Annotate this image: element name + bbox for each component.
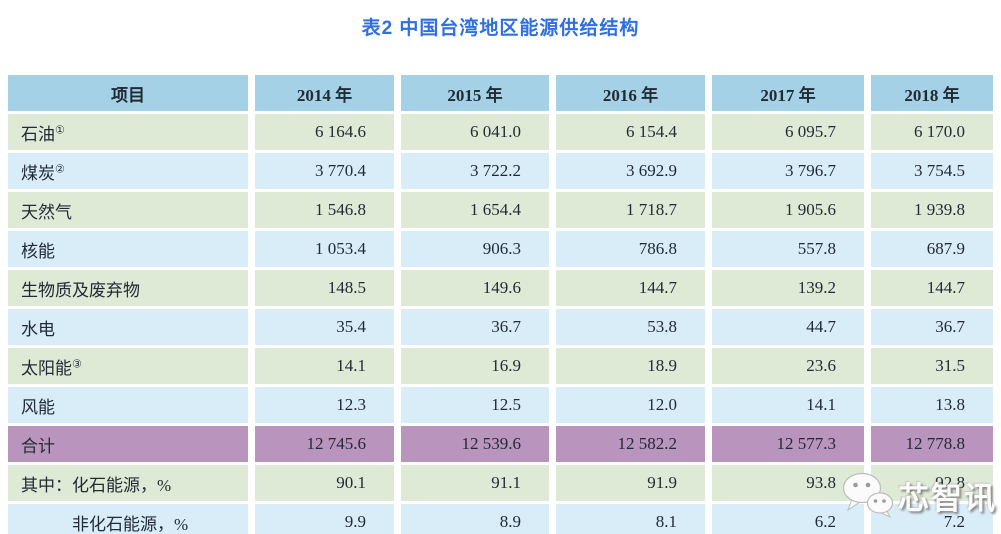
value-cell: 1 546.8 [255, 192, 394, 228]
value-cell: 149.6 [401, 270, 549, 306]
row-label: 其中：化石能源，% [8, 465, 248, 501]
row-label: 生物质及废弃物 [8, 270, 248, 306]
table-row: 天然气 1 546.8 1 654.4 1 718.7 1 905.6 1 939.8 [8, 192, 993, 228]
footnote-marker: ③ [72, 357, 82, 370]
value-cell: 6 170.0 [871, 114, 993, 150]
table-row: 太阳能③ 14.1 16.9 18.9 23.6 31.5 [8, 348, 993, 384]
value-cell: 687.9 [871, 231, 993, 267]
value-cell: 14.1 [255, 348, 394, 384]
value-cell: 6 154.4 [556, 114, 705, 150]
row-label: 风能 [8, 387, 248, 423]
table-title: 表2 中国台湾地区能源供给结构 [361, 18, 640, 39]
value-cell: 9.9 [255, 504, 394, 534]
value-cell: 12.3 [255, 387, 394, 423]
column-header-year: 2018 年 [871, 75, 993, 111]
value-cell: 139.2 [712, 270, 864, 306]
table-row: 合计 12 745.6 12 539.6 12 582.2 12 577.3 12 778… [8, 426, 993, 462]
header-row: 项目 2014 年 2015 年 2016 年 2017 年 2018 年 [8, 75, 993, 111]
value-cell: 31.5 [871, 348, 993, 384]
value-cell: 8.1 [556, 504, 705, 534]
value-cell: 44.7 [712, 309, 864, 345]
value-cell: 1 654.4 [401, 192, 549, 228]
energy-supply-table: 项目 2014 年 2015 年 2016 年 2017 年 2018 年 石油① 6 16… [1, 72, 1000, 534]
value-cell: 36.7 [871, 309, 993, 345]
value-cell: 1 718.7 [556, 192, 705, 228]
value-cell: 14.1 [712, 387, 864, 423]
row-label: 太阳能③ [8, 348, 248, 384]
value-cell: 93.8 [712, 465, 864, 501]
column-header-year: 2015 年 [401, 75, 549, 111]
column-header-item: 项目 [8, 75, 248, 111]
footnote-marker: ① [55, 123, 65, 136]
table-row: 风能 12.3 12.5 12.0 14.1 13.8 [8, 387, 993, 423]
table-row: 水电 35.4 36.7 53.8 44.7 36.7 [8, 309, 993, 345]
value-cell: 1 053.4 [255, 231, 394, 267]
value-cell: 12 582.2 [556, 426, 705, 462]
value-cell: 12.5 [401, 387, 549, 423]
value-cell: 3 754.5 [871, 153, 993, 189]
value-cell: 53.8 [556, 309, 705, 345]
value-cell: 92.8 [871, 465, 993, 501]
row-label: 非化石能源，% [8, 504, 248, 534]
value-cell: 12.0 [556, 387, 705, 423]
value-cell: 36.7 [401, 309, 549, 345]
value-cell: 12 577.3 [712, 426, 864, 462]
value-cell: 12 778.8 [871, 426, 993, 462]
row-label: 水电 [8, 309, 248, 345]
table-row: 其中：化石能源，% 90.1 91.1 91.9 93.8 92.8 [8, 465, 993, 501]
value-cell: 906.3 [401, 231, 549, 267]
table-row: 非化石能源，% 9.9 8.9 8.1 6.2 7.2 [8, 504, 993, 534]
value-cell: 144.7 [556, 270, 705, 306]
column-header-year: 2016 年 [556, 75, 705, 111]
value-cell: 144.7 [871, 270, 993, 306]
row-label: 合计 [8, 426, 248, 462]
column-header-year: 2017 年 [712, 75, 864, 111]
value-cell: 1 905.6 [712, 192, 864, 228]
row-label: 核能 [8, 231, 248, 267]
value-cell: 16.9 [401, 348, 549, 384]
value-cell: 23.6 [712, 348, 864, 384]
footnote-marker: ② [55, 162, 65, 175]
row-label: 天然气 [8, 192, 248, 228]
value-cell: 3 796.7 [712, 153, 864, 189]
table-row: 生物质及废弃物 148.5 149.6 144.7 139.2 144.7 [8, 270, 993, 306]
value-cell: 8.9 [401, 504, 549, 534]
value-cell: 3 770.4 [255, 153, 394, 189]
value-cell: 91.1 [401, 465, 549, 501]
article-page: 表2 中国台湾地区能源供给结构 项目 2014 年 2015 年 2016 年 2017… [0, 13, 1001, 534]
column-header-year: 2014 年 [255, 75, 394, 111]
table-row: 石油① 6 164.6 6 041.0 6 154.4 6 095.7 6 170.0 [8, 114, 993, 150]
table-row: 核能 1 053.4 906.3 786.8 557.8 687.9 [8, 231, 993, 267]
value-cell: 91.9 [556, 465, 705, 501]
value-cell: 6 095.7 [712, 114, 864, 150]
row-label: 煤炭② [8, 153, 248, 189]
value-cell: 6 041.0 [401, 114, 549, 150]
value-cell: 90.1 [255, 465, 394, 501]
value-cell: 3 692.9 [556, 153, 705, 189]
value-cell: 7.2 [871, 504, 993, 534]
table-row: 煤炭② 3 770.4 3 722.2 3 692.9 3 796.7 3 754.5 [8, 153, 993, 189]
value-cell: 6 164.6 [255, 114, 394, 150]
value-cell: 12 745.6 [255, 426, 394, 462]
value-cell: 18.9 [556, 348, 705, 384]
value-cell: 13.8 [871, 387, 993, 423]
row-label: 石油① [8, 114, 248, 150]
value-cell: 35.4 [255, 309, 394, 345]
value-cell: 6.2 [712, 504, 864, 534]
value-cell: 12 539.6 [401, 426, 549, 462]
value-cell: 557.8 [712, 231, 864, 267]
value-cell: 3 722.2 [401, 153, 549, 189]
value-cell: 786.8 [556, 231, 705, 267]
value-cell: 148.5 [255, 270, 394, 306]
value-cell: 1 939.8 [871, 192, 993, 228]
